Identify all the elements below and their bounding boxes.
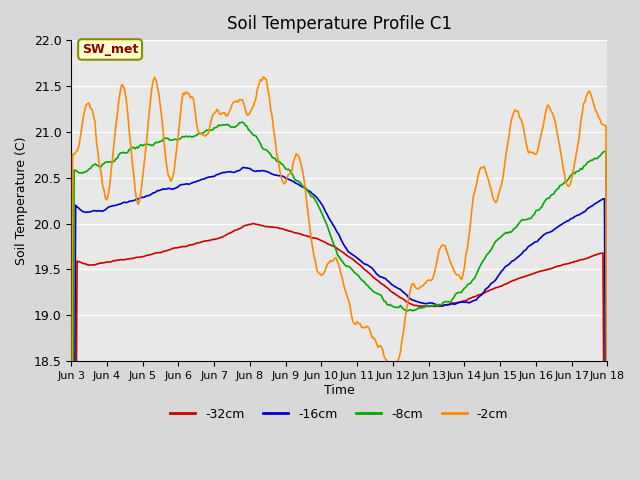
Text: SW_met: SW_met xyxy=(82,43,138,56)
Y-axis label: Soil Temperature (C): Soil Temperature (C) xyxy=(15,136,28,265)
Legend: -32cm, -16cm, -8cm, -2cm: -32cm, -16cm, -8cm, -2cm xyxy=(165,403,513,425)
X-axis label: Time: Time xyxy=(324,384,355,396)
Title: Soil Temperature Profile C1: Soil Temperature Profile C1 xyxy=(227,15,452,33)
